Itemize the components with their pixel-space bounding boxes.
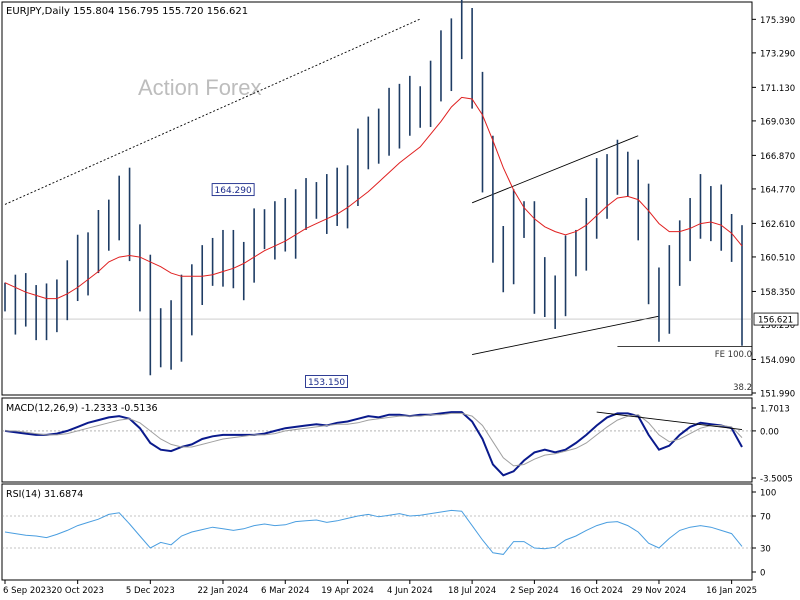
macd-axis-label: -3.5005 [760, 475, 793, 485]
fe-label: FE 100.0 [715, 350, 752, 360]
watermark: Action Forex [138, 75, 262, 100]
rsi-axis-label: 30 [760, 545, 771, 555]
moving-average-line [4, 96, 743, 300]
macd-line [4, 411, 743, 477]
rsi-axis-label: 70 [760, 513, 771, 523]
price-axis-label: 158.350 [760, 288, 795, 298]
price-axis-label: 160.510 [760, 253, 795, 263]
price-axis: 175.390 173.290 171.130 169.030 166.870 164.7… [752, 16, 799, 400]
price-annotation-label: 153.150 [308, 378, 345, 388]
price-axis-label: 156.250 [760, 321, 795, 331]
macd-axis-label: 1.7013 [760, 405, 790, 415]
channel-lower [472, 315, 660, 355]
rsi-axis-label: 0 [760, 569, 765, 579]
last-price-label: 156.621 [758, 316, 793, 326]
macd-panel [1, 397, 753, 483]
price-annotation-box [211, 183, 255, 197]
main-panel [1, 1, 753, 396]
price-axis-label: 162.610 [760, 220, 795, 230]
fib-label: 38.2 [733, 383, 752, 393]
price-axis-label: 164.770 [760, 185, 795, 195]
date-axis: 6 Sep 2023 20 Oct 2023 5 Dec 2023 22 Jan 20… [3, 580, 757, 596]
date-axis-label: 2 Sep 2024 [510, 586, 558, 596]
date-axis-label: 6 Sep 2023 [3, 586, 51, 596]
price-axis-label: 171.130 [760, 84, 795, 94]
macd-signal-line [5, 412, 743, 467]
rsi-label: RSI(14) 31.6874 [6, 489, 83, 500]
date-axis-label: 16 Oct 2024 [570, 586, 623, 596]
macd-axis-label: 0.00 [760, 427, 779, 437]
date-axis-label: 6 Mar 2024 [261, 586, 309, 596]
price-axis-label: 154.090 [760, 356, 795, 366]
date-axis-label: 19 Apr 2024 [321, 586, 374, 596]
rsi-axis-label: 100 [760, 489, 776, 499]
macd-label: MACD(12,26,9) -1.2333 -0.5136 [6, 403, 158, 414]
date-axis-label: 29 Nov 2024 [632, 586, 686, 596]
price-annotation-box [305, 375, 348, 388]
macd-trendline [596, 411, 743, 430]
date-axis-label: 20 Oct 2023 [51, 586, 104, 596]
rsi-line [4, 509, 743, 555]
price-annotation-label: 164.290 [215, 186, 252, 196]
chart-header: EURJPY,Daily 155.804 156.795 155.720 156… [6, 6, 248, 17]
price-axis-label: 173.290 [760, 49, 795, 59]
date-axis-label: 18 Jul 2024 [448, 586, 496, 596]
date-axis-label: 5 Dec 2023 [126, 586, 175, 596]
rsi-panel [1, 483, 753, 581]
price-axis-label: 151.990 [760, 390, 795, 400]
date-axis-label: 16 Jan 2025 [706, 586, 757, 596]
last-price-badge [753, 312, 799, 326]
price-axis-label: 169.030 [760, 117, 795, 127]
price-axis-label: 166.870 [760, 152, 795, 162]
date-axis-label: 4 Jun 2024 [387, 586, 433, 596]
channel-upper [471, 135, 639, 204]
candles-group [4, 0, 743, 376]
date-axis-label: 22 Jan 2024 [198, 586, 249, 596]
price-axis-label: 175.390 [760, 16, 795, 26]
